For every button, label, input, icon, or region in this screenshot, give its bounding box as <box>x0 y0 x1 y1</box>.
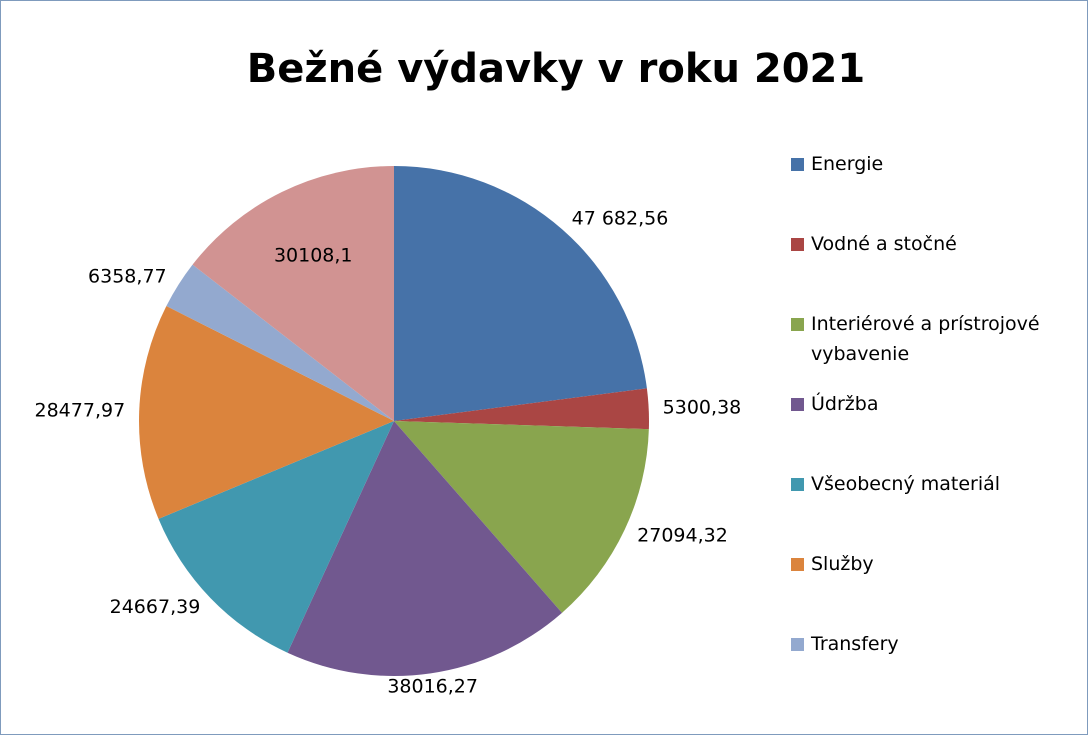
legend-item: Transfery <box>791 629 1081 659</box>
legend-label: Transfery <box>811 633 899 655</box>
legend-label: Energie <box>811 153 884 175</box>
legend-item: Služby <box>791 549 1081 579</box>
chart-title: Bežné výdavky v roku 2021 <box>247 46 865 92</box>
legend-swatch <box>791 478 804 491</box>
legend-item: Údržba <box>791 389 1081 419</box>
legend-swatch <box>791 238 804 251</box>
data-label: 6358,77 <box>88 266 167 288</box>
pie-slice <box>394 421 649 613</box>
legend-label: Údržba <box>811 393 879 415</box>
legend-item: Všeobecný materiál <box>791 469 1081 499</box>
legend-swatch <box>791 398 804 411</box>
pie-slice <box>158 421 394 653</box>
data-label: 47 682,56 <box>572 207 669 229</box>
legend-item: Energie <box>791 149 1081 179</box>
pie-slice <box>394 166 647 421</box>
legend-item: Interiérové a prístrojové vybavenie <box>791 309 1081 369</box>
pie-slice <box>394 388 649 430</box>
legend-swatch <box>791 638 804 651</box>
data-label: 27094,32 <box>637 525 728 547</box>
legend-swatch <box>791 558 804 571</box>
legend-label: Vodné a stočné <box>811 233 957 255</box>
pie-slice <box>166 264 394 421</box>
legend-label: Služby <box>811 553 874 575</box>
legend-item: Vodné a stočné <box>791 229 1081 259</box>
legend-label: Všeobecný materiál <box>811 473 1001 495</box>
pie-slice <box>192 166 394 421</box>
data-label: 28477,97 <box>35 400 126 422</box>
data-label: 24667,39 <box>110 596 201 618</box>
legend-swatch <box>791 158 804 171</box>
pie-slice <box>139 306 394 519</box>
data-label: 30108,1 <box>274 245 353 267</box>
pie-slice <box>287 421 562 677</box>
legend-swatch <box>791 318 804 331</box>
data-label: 38016,27 <box>387 676 478 698</box>
data-label: 5300,38 <box>663 397 742 419</box>
legend-label: Interiérové a prístrojové vybavenie <box>811 313 1040 365</box>
